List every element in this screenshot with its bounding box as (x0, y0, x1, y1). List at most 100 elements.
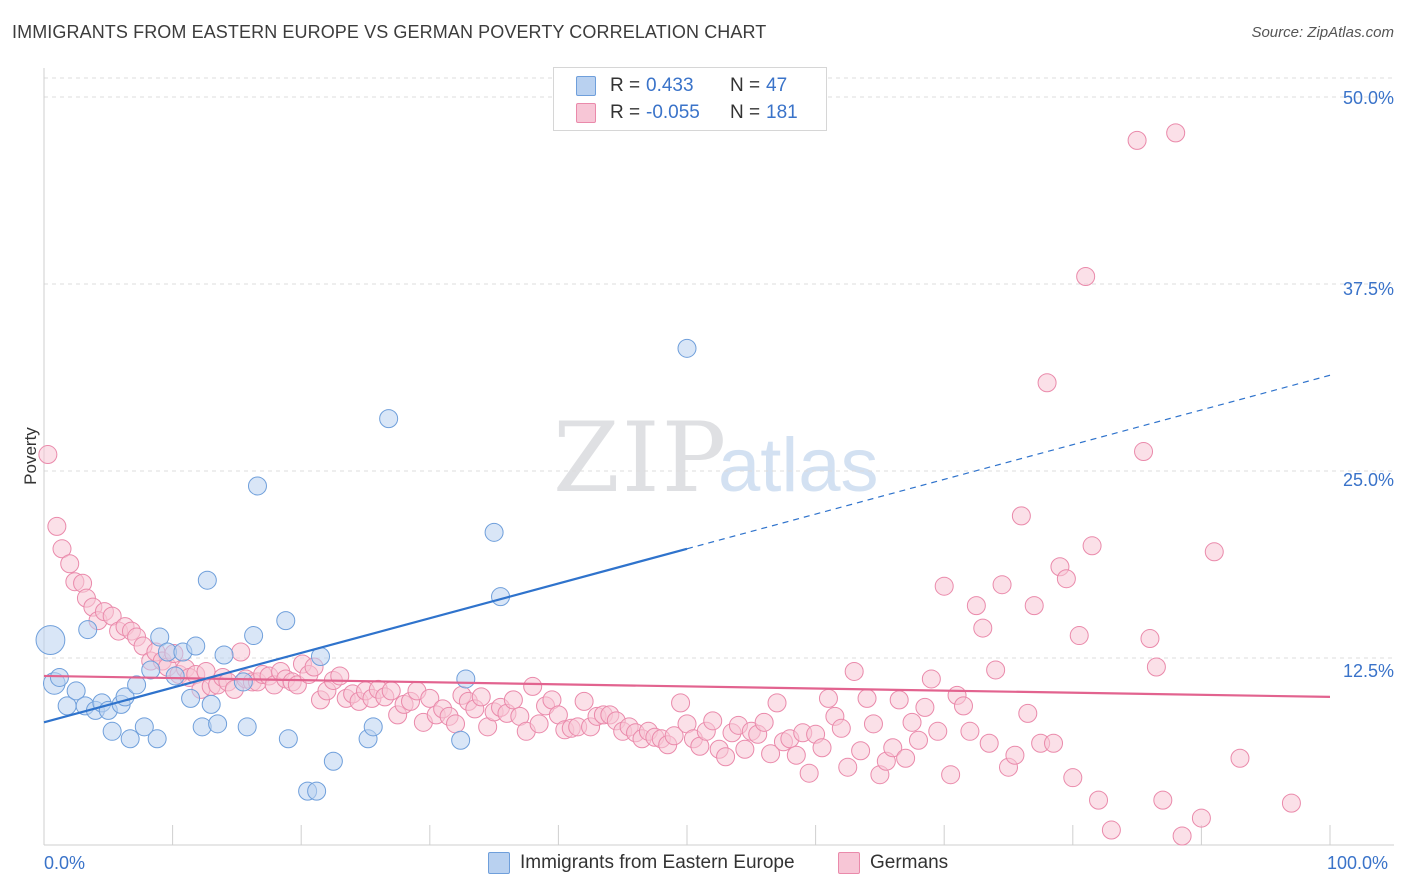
germans-point-146 (953, 696, 973, 716)
germans-point-102 (671, 693, 691, 713)
germans-point-136 (889, 690, 909, 710)
eastern-europe-trend-line (43, 547, 688, 724)
germans-point-159 (1037, 373, 1057, 393)
germans-point-137 (896, 748, 916, 768)
germans-point-156 (1018, 703, 1038, 723)
eastern-europe-point-24 (192, 717, 212, 737)
germans-point-79 (523, 676, 543, 696)
germans-point-152 (992, 575, 1012, 595)
germans-point-57 (381, 681, 401, 701)
eastern-europe-point-44 (484, 522, 504, 542)
legend-r-label: R = (610, 75, 641, 96)
germans-point-155 (1011, 506, 1031, 526)
germans-point-0 (38, 445, 58, 465)
germans-point-169 (1127, 130, 1147, 150)
germans-point-168 (1101, 820, 1121, 840)
germans-point-3 (60, 554, 80, 574)
germans-point-125 (818, 688, 838, 708)
germans-point-157 (1024, 596, 1044, 616)
eastern-europe-point-18 (150, 627, 170, 647)
germans-point-71 (471, 687, 491, 707)
eastern-europe-point-4 (66, 681, 86, 701)
germans-point-115 (754, 712, 774, 732)
legend-row-blue: R = 0.433 N = 47 (576, 74, 806, 98)
blue-legend-swatch-icon (488, 852, 510, 874)
germans-point-135 (883, 738, 903, 758)
x-tick-label-max: 100.0% (1327, 853, 1389, 873)
germans-point-2 (52, 539, 72, 559)
germans-point-171 (1140, 629, 1160, 649)
chart-title: IMMIGRANTS FROM EASTERN EUROPE VS GERMAN… (12, 22, 767, 42)
eastern-europe-point-13 (120, 729, 140, 749)
eastern-europe-point-41 (379, 409, 399, 429)
chart-source: Source: ZipAtlas.com (1251, 24, 1394, 41)
germans-point-32 (231, 642, 251, 662)
germans-trend-line (43, 674, 1331, 698)
watermark-atlas: atlas (718, 423, 879, 508)
eastern-europe-point-42 (451, 730, 471, 750)
correlation-legend: R = 0.433 N = 47 R = -0.055 N = 181 (553, 67, 827, 131)
eastern-europe-point-22 (181, 688, 201, 708)
germans-point-172 (1146, 657, 1166, 677)
germans-point-176 (1191, 808, 1211, 828)
eastern-europe-point-2 (49, 667, 69, 687)
legend-n-value-pink: 181 (766, 102, 798, 123)
germans-point-109 (716, 747, 736, 767)
germans-point-107 (703, 711, 723, 731)
germans-point-131 (857, 688, 877, 708)
germans-point-129 (844, 661, 864, 681)
eastern-europe-point-36 (307, 781, 327, 801)
germans-point-164 (1069, 626, 1089, 646)
germans-point-87 (574, 691, 594, 711)
germans-point-1 (47, 516, 67, 536)
legend-row-pink: R = -0.055 N = 181 (576, 101, 806, 125)
germans-point-151 (986, 660, 1006, 680)
germans-point-117 (767, 693, 787, 713)
germans-point-120 (786, 745, 806, 765)
germans-point-80 (529, 714, 549, 734)
y-tick-label-25: 25.0% (1342, 470, 1394, 490)
blue-swatch-icon (576, 76, 596, 96)
germans-point-140 (915, 697, 935, 717)
eastern-europe-point-46 (677, 338, 697, 358)
germans-point-150 (979, 733, 999, 753)
y-tick-label-37-5: 37.5% (1342, 279, 1394, 299)
eastern-europe-point-28 (214, 645, 234, 665)
germans-point-139 (908, 730, 928, 750)
germans-point-138 (902, 712, 922, 732)
germans-point-63 (420, 688, 440, 708)
germans-point-122 (799, 763, 819, 783)
germans-point-67 (446, 714, 466, 734)
legend-r-value-blue: 0.433 (646, 75, 694, 96)
eastern-europe-point-17 (147, 729, 167, 749)
germans-point-177 (1204, 542, 1224, 562)
germans-point-165 (1076, 267, 1096, 287)
germans-point-178 (1230, 748, 1250, 768)
germans-point-127 (831, 718, 851, 738)
bottom-legend-blue-label: Immigrants from Eastern Europe (520, 852, 795, 873)
germans-point-143 (934, 576, 954, 596)
eastern-europe-point-27 (208, 714, 228, 734)
y-axis-label: Poverty (21, 427, 40, 485)
germans-point-128 (838, 757, 858, 777)
eastern-europe-point-32 (247, 476, 267, 496)
y-tick-label-12-5: 12.5% (1342, 661, 1394, 681)
germans-point-141 (921, 669, 941, 689)
legend-n-label: N = (730, 102, 761, 123)
germans-point-149 (973, 618, 993, 638)
watermark-zip: ZIP (553, 402, 729, 514)
eastern-europe-point-30 (237, 717, 257, 737)
pink-legend-swatch-icon (838, 852, 860, 874)
legend-r-label: R = (610, 102, 641, 123)
pink-swatch-icon (576, 103, 596, 123)
eastern-europe-point-10 (102, 721, 122, 741)
legend-r-value-pink: -0.055 (646, 102, 700, 123)
eastern-europe-point-26 (201, 694, 221, 714)
germans-point-167 (1089, 790, 1109, 810)
eastern-europe-point-23 (186, 636, 206, 656)
eastern-europe-point-0 (35, 625, 66, 655)
x-tick-label-min: 0.0% (44, 853, 86, 873)
eastern-europe-point-31 (244, 626, 264, 646)
germans-point-147 (960, 721, 980, 741)
